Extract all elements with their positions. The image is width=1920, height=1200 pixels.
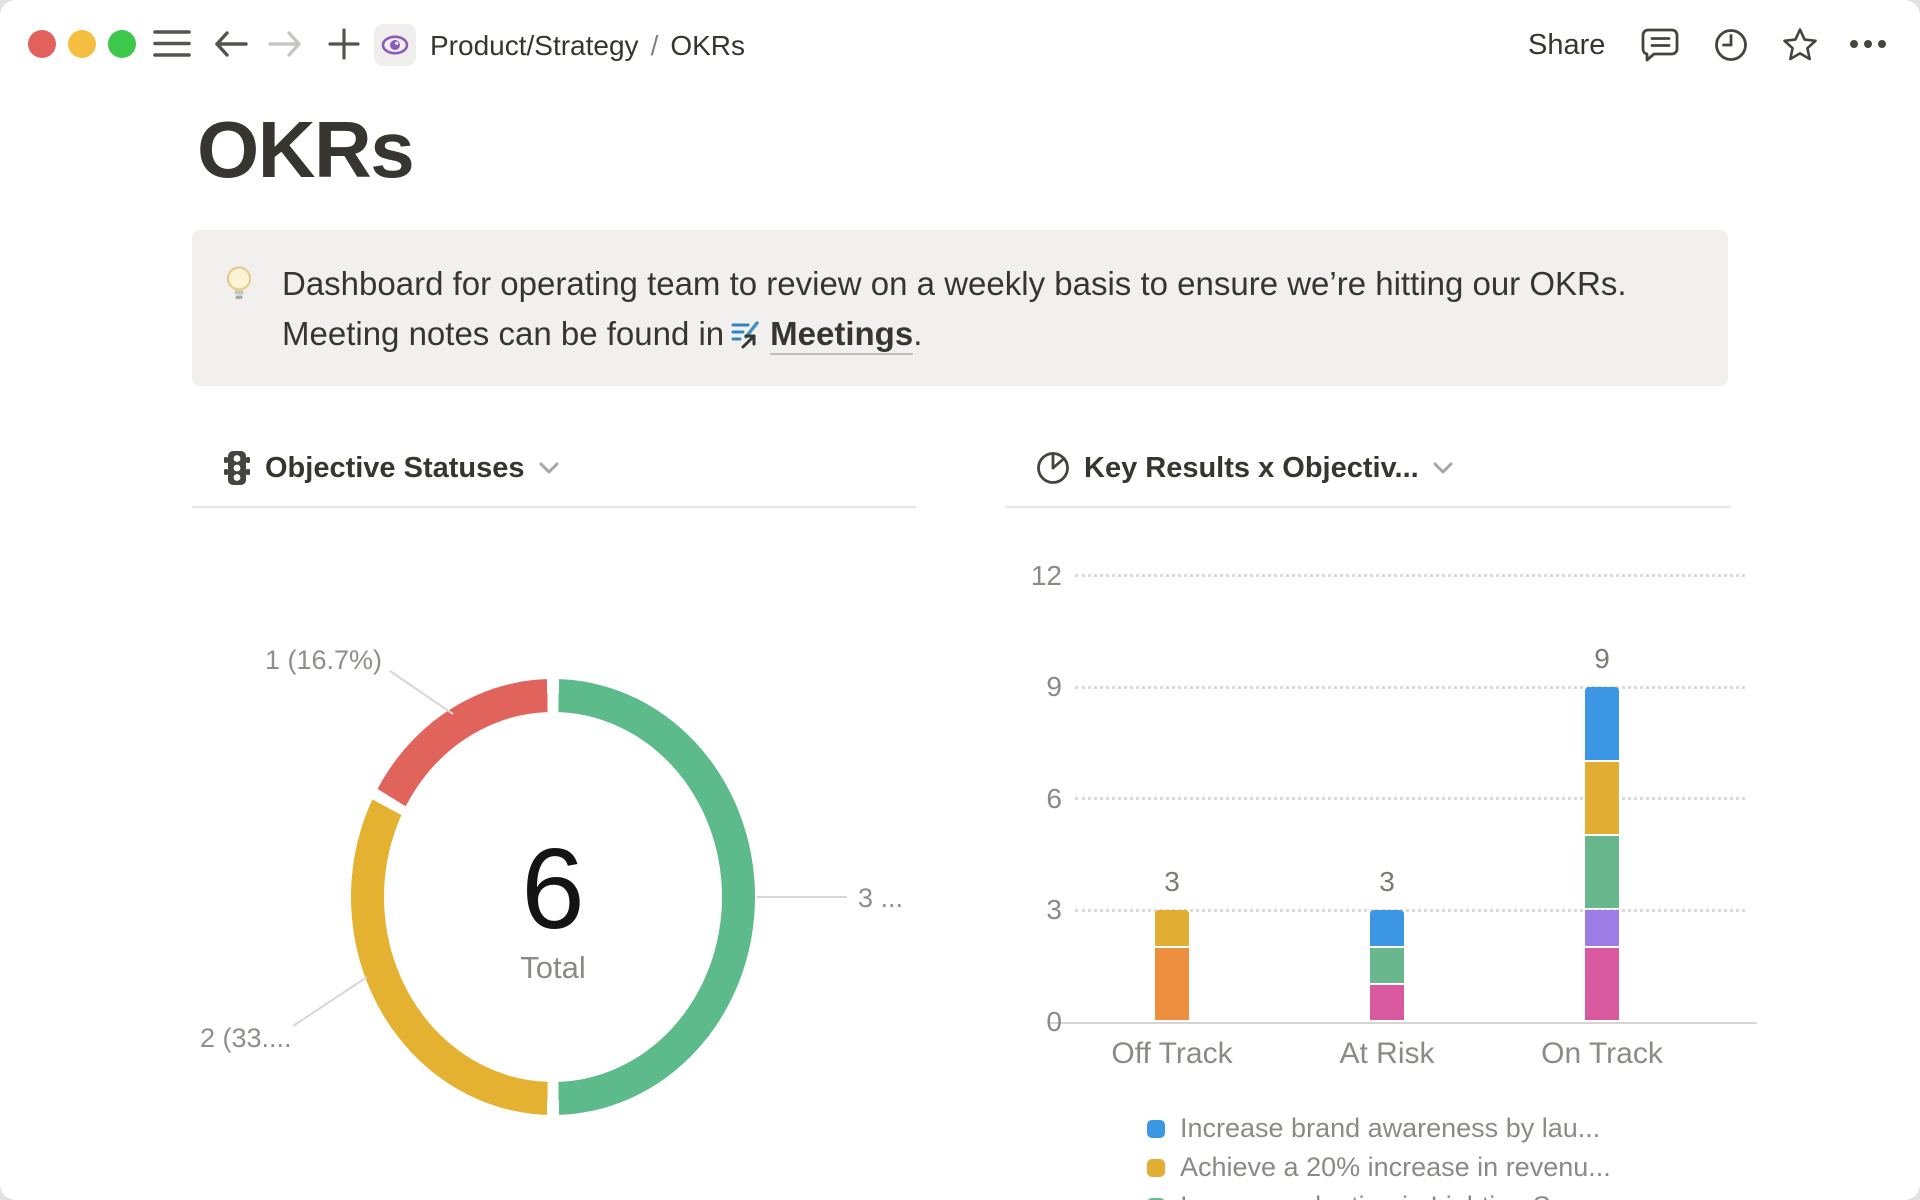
favorite-button[interactable] bbox=[1780, 25, 1820, 65]
key-results-title: Key Results x Objectiv... bbox=[1084, 451, 1419, 484]
y-tick-9: 9 bbox=[1046, 671, 1062, 703]
traffic-light-icon bbox=[224, 451, 250, 485]
bar-segment-on-track-blue[interactable] bbox=[1585, 687, 1619, 760]
callout-line2-suffix: . bbox=[913, 315, 923, 352]
x-category-label: On Track bbox=[1541, 1037, 1663, 1070]
meetings-link[interactable]: Meetings bbox=[770, 315, 914, 355]
chevron-down-icon[interactable] bbox=[1432, 461, 1454, 475]
breadcrumb-separator: / bbox=[650, 30, 659, 61]
bar-segment-off-track-orange[interactable] bbox=[1155, 947, 1189, 1020]
star-icon bbox=[1783, 28, 1817, 61]
callout-line2-prefix: Meeting notes can be found in bbox=[282, 315, 725, 352]
donut-total-value: 6 bbox=[521, 826, 585, 953]
bar-segment-at-risk-green[interactable] bbox=[1370, 947, 1404, 983]
donut-label-yellow: 2 (33.... bbox=[200, 1023, 292, 1053]
legend-swatch bbox=[1147, 1158, 1165, 1177]
gridline-6 bbox=[1075, 797, 1745, 801]
plus-icon bbox=[328, 28, 360, 60]
legend-swatch bbox=[1147, 1197, 1165, 1200]
updates-button[interactable] bbox=[1712, 26, 1750, 64]
gridline-3 bbox=[1075, 908, 1745, 912]
chevron-down-icon[interactable] bbox=[538, 461, 560, 475]
back-button[interactable] bbox=[212, 27, 250, 61]
gridline-12 bbox=[1075, 574, 1745, 578]
left-chart-divider bbox=[192, 506, 916, 508]
donut-label-green: 3 ... bbox=[858, 883, 904, 913]
bar-segment-on-track-yellow[interactable] bbox=[1585, 761, 1619, 835]
sidebar-menu-button[interactable] bbox=[152, 27, 192, 61]
new-page-button[interactable] bbox=[326, 26, 362, 62]
bar-segment-on-track-purple[interactable] bbox=[1585, 910, 1619, 946]
meetings-page-icon bbox=[730, 314, 762, 364]
comments-button[interactable] bbox=[1640, 26, 1680, 64]
y-tick-6: 6 bbox=[1046, 782, 1062, 814]
legend-label: Increase brand awareness by lau... bbox=[1180, 1113, 1601, 1143]
callout-block: Dashboard for operating team to review o… bbox=[192, 230, 1728, 386]
y-tick-12: 12 bbox=[1030, 559, 1062, 591]
bar-value-label: 9 bbox=[1594, 643, 1610, 675]
forward-button[interactable] bbox=[266, 27, 304, 61]
window-minimize-button[interactable] bbox=[68, 30, 96, 58]
legend-label: Achieve a 20% increase in revenu... bbox=[1180, 1152, 1611, 1182]
breadcrumb: Product/Strategy / OKRs bbox=[430, 28, 745, 64]
ellipsis-icon bbox=[1850, 40, 1886, 48]
breadcrumb-parent[interactable]: Product/Strategy bbox=[430, 30, 639, 61]
x-category-label: Off Track bbox=[1111, 1037, 1233, 1070]
bar-value-label: 3 bbox=[1379, 866, 1395, 898]
breadcrumb-current[interactable]: OKRs bbox=[670, 30, 746, 61]
bar-value-label: 3 bbox=[1164, 866, 1180, 898]
clock-icon bbox=[1715, 29, 1747, 61]
lightbulb-icon bbox=[220, 264, 258, 309]
share-button[interactable]: Share bbox=[1528, 29, 1606, 61]
callout-line1: Dashboard for operating team to review o… bbox=[282, 265, 1627, 302]
hamburger-icon bbox=[153, 30, 191, 57]
y-tick-0: 0 bbox=[1046, 1006, 1062, 1037]
page-icon-button[interactable] bbox=[374, 24, 416, 66]
bar-segment-off-track-yellow[interactable] bbox=[1155, 910, 1189, 946]
right-chart-divider bbox=[1005, 506, 1731, 508]
comment-bubble-icon bbox=[1641, 28, 1679, 62]
forward-arrow-icon bbox=[268, 31, 301, 57]
objective-statuses-title: Objective Statuses bbox=[265, 451, 525, 484]
back-arrow-icon bbox=[215, 31, 248, 57]
legend-label: Increase adoption in Lighting Sea... bbox=[1180, 1191, 1603, 1200]
x-category-label: At Risk bbox=[1339, 1037, 1435, 1070]
donut-label-red: 1 (16.7%) bbox=[264, 645, 382, 675]
legend-item[interactable]: Achieve a 20% increase in revenu... bbox=[1147, 1152, 1611, 1183]
bar-segment-at-risk-blue[interactable] bbox=[1370, 910, 1404, 946]
gridline-9 bbox=[1075, 685, 1745, 689]
page-title[interactable]: OKRs bbox=[197, 105, 415, 194]
more-options-button[interactable] bbox=[1846, 36, 1890, 52]
legend-swatch bbox=[1147, 1119, 1165, 1138]
bar-segment-on-track-pink[interactable] bbox=[1585, 947, 1619, 1020]
key-results-header[interactable]: Key Results x Objectiv... bbox=[1035, 448, 1454, 488]
legend-item[interactable]: Increase adoption in Lighting Sea... bbox=[1147, 1191, 1603, 1200]
donut-total-label: Total bbox=[520, 950, 586, 985]
window-zoom-button[interactable] bbox=[108, 30, 136, 58]
bar-segment-on-track-green[interactable] bbox=[1585, 836, 1619, 909]
legend-item[interactable]: Increase brand awareness by lau... bbox=[1147, 1113, 1600, 1144]
donut-ring[interactable] bbox=[351, 679, 755, 1115]
bar-segment-at-risk-pink[interactable] bbox=[1370, 984, 1404, 1020]
window-close-button[interactable] bbox=[28, 30, 56, 58]
objective-statuses-header[interactable]: Objective Statuses bbox=[222, 448, 560, 488]
eye-icon bbox=[381, 35, 409, 55]
callout-text: Dashboard for operating team to review o… bbox=[282, 259, 1692, 364]
top-bar: Product/Strategy / OKRs Share bbox=[0, 0, 1920, 90]
pie-chart-icon bbox=[1037, 452, 1069, 484]
x-axis-line bbox=[1050, 1022, 1757, 1024]
y-tick-3: 3 bbox=[1046, 894, 1062, 926]
